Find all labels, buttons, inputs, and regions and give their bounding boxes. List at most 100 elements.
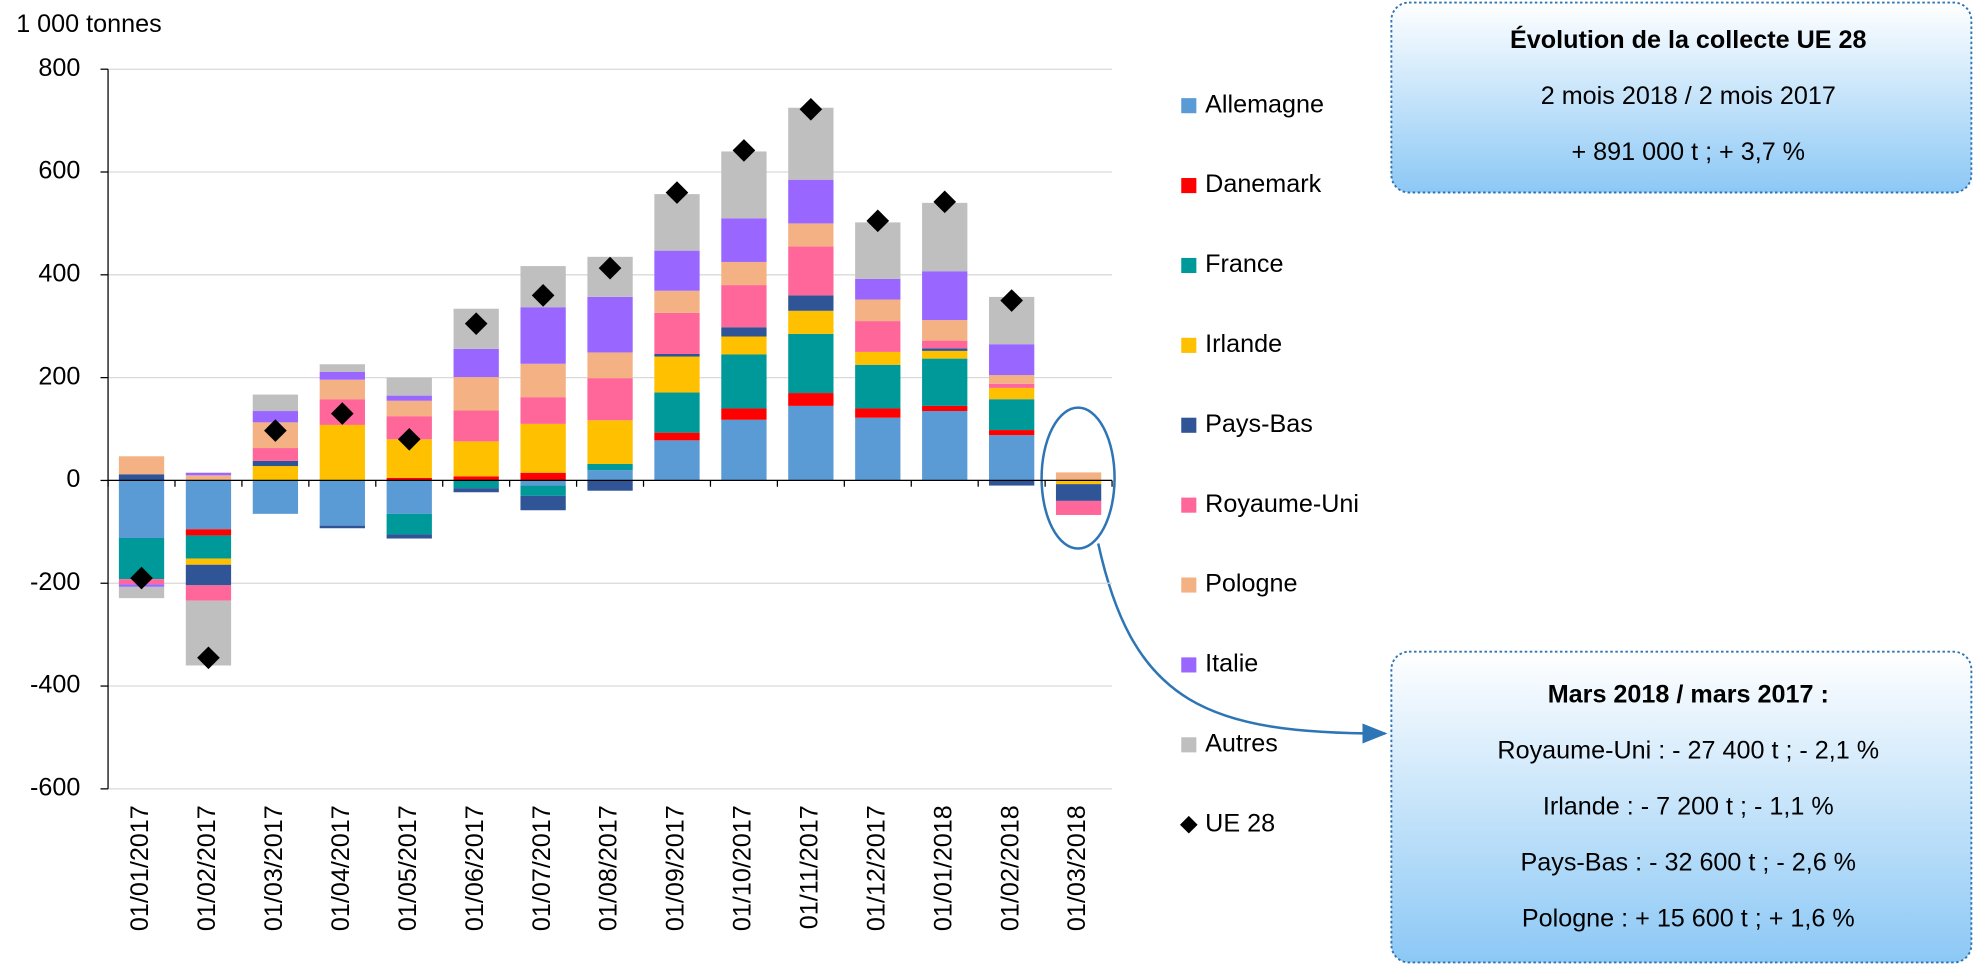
bar-segment [386,477,432,481]
bar-segment [922,350,968,359]
bar-segment [453,410,499,442]
bar-segment [520,485,566,496]
bar-segment [922,358,968,406]
bar-segment [118,480,165,539]
bar-segment [654,392,700,433]
x-tick-label: 01/01/2017 [126,805,154,931]
bar-segment [252,394,299,412]
bar-segment [252,448,299,461]
marker [665,181,689,204]
bar-segment [252,411,299,423]
legend-label: UE 28 [1205,809,1275,837]
bar-segment [587,296,633,353]
bar-segment [855,364,901,409]
y-tick-label: -600 [30,773,80,801]
bar-segment [185,472,232,476]
annotation-box [1390,1,1973,194]
bar-segment [386,377,432,396]
bar-segment [654,250,700,291]
bar-segment [788,405,834,481]
legend-label: Autres [1205,729,1278,757]
bar-segment [453,488,499,493]
bar-segment [788,310,834,334]
y-axis-label: 1 000 tonnes [16,10,161,38]
bar-segment [319,364,365,372]
bar-segment [788,223,834,247]
bar-segment [118,456,165,475]
bar-segment [118,474,165,481]
marker [866,209,890,233]
bar-segment [855,299,901,322]
bar-segment [386,400,432,417]
bar-segment [386,534,432,539]
marker [531,284,555,307]
x-tick-label: 01/03/2018 [1063,805,1091,931]
y-tick-label: -400 [30,671,80,699]
bar-segment [1055,484,1102,501]
annotation-line: 2 mois 2018 / 2 mois 2017 [1541,82,1836,110]
bar-segment [721,151,767,219]
bar-segment [587,378,633,421]
bar-segment [989,387,1035,400]
legend-label: Pays-Bas [1205,410,1313,438]
legend-swatch [1181,577,1197,593]
legend-marker [1179,815,1198,834]
bar-segment [654,290,700,313]
legend-label: Royaume-Uni [1205,490,1359,518]
bar-segment [520,363,566,398]
bar-segment [989,383,1035,388]
bar-segment [386,416,432,440]
bar-segment [788,179,834,224]
legend-swatch [1181,417,1197,433]
annotation-line: Irlande : - 7 200 t ; - 1,1 % [1543,792,1834,820]
bar-segment [520,397,566,424]
marker [598,256,622,280]
marker [330,402,354,425]
bar-segment [185,480,232,530]
annotation-line: + 891 000 t ; + 3,7 % [1571,138,1805,166]
x-tick-label: 01/05/2017 [394,805,422,931]
bar-segment [922,348,968,351]
bar-segment [654,353,700,357]
x-tick-label: 01/02/2017 [193,805,221,931]
bar-segment [453,377,499,411]
bar-segment [855,408,901,418]
bar-segment [520,307,566,364]
bar-segment [386,513,432,535]
bar-segment [587,480,633,491]
bar-segment [989,344,1035,376]
annotation-line: Pays-Bas : - 32 600 t ; - 2,6 % [1520,848,1856,876]
bar-segment [989,399,1035,431]
bar-segment [721,261,767,286]
annotation-title: Évolution de la collecte UE 28 [1510,25,1867,54]
bar-segment [118,586,165,599]
bar-segment [989,430,1035,436]
y-tick-label: 0 [66,465,80,493]
bar-segment [185,529,232,536]
marker [464,312,488,335]
annotation-line: Royaume-Uni : - 27 400 t ; - 2,1 % [1497,736,1879,764]
bar-segment [922,202,968,272]
bar-segment [721,218,767,262]
y-tick-label: 400 [38,259,80,287]
bar-segment [1055,472,1102,481]
marker [1000,289,1023,312]
x-tick-label: 01/09/2017 [662,805,690,931]
bar-segment [319,379,365,400]
bar-segment [587,470,633,481]
bar-segment [319,480,365,526]
marker [933,190,957,214]
bar-segment [922,411,968,481]
bar-segment [1055,480,1102,485]
legend-label: Pologne [1205,570,1297,598]
legend-swatch [1181,337,1197,353]
bar-segment [319,371,365,380]
bar-segment [922,405,968,412]
x-tick-label: 01/04/2017 [327,805,355,931]
bar-segment [185,535,232,559]
x-tick-label: 01/03/2017 [260,805,288,931]
bar-segment [721,336,767,355]
legend-swatch [1181,178,1197,194]
bar-segment [520,423,566,473]
